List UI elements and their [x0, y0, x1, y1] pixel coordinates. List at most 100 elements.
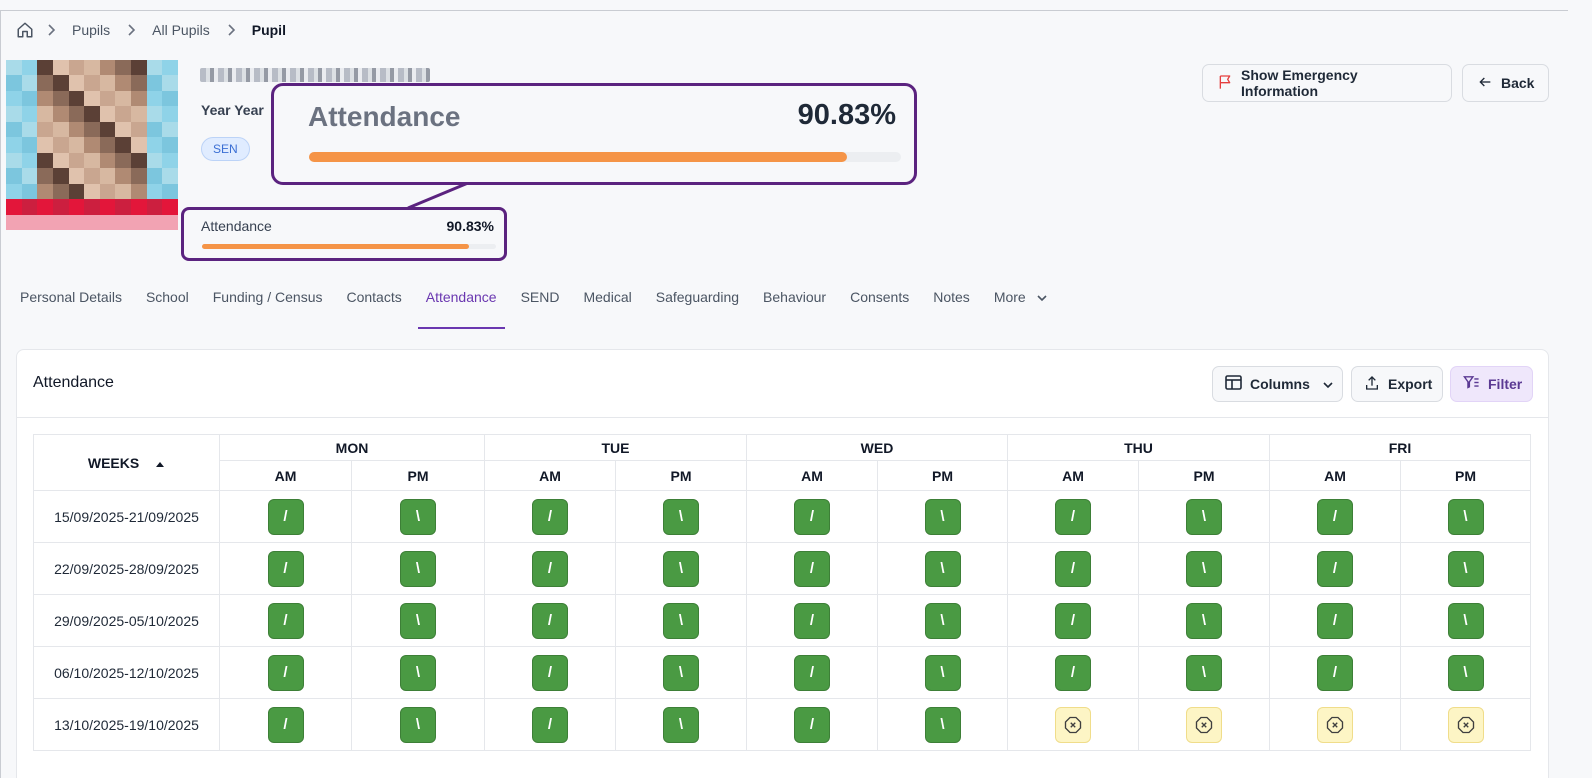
week-range-cell: 22/09/2025-28/09/2025 — [33, 542, 220, 595]
tab-more-label: More — [993, 289, 1026, 305]
session-cell: \ — [615, 490, 747, 543]
present-mark[interactable]: / — [532, 498, 568, 535]
present-mark[interactable]: \ — [400, 602, 436, 639]
present-mark[interactable]: \ — [1447, 498, 1484, 535]
week-range-cell: 13/10/2025-19/10/2025 — [33, 698, 220, 751]
filter-button[interactable]: Filter — [1450, 366, 1533, 402]
present-mark[interactable]: \ — [924, 654, 961, 691]
present-mark[interactable]: \ — [1186, 498, 1222, 535]
present-mark[interactable]: \ — [663, 654, 699, 691]
present-mark[interactable]: / — [532, 706, 568, 743]
present-mark[interactable]: \ — [1186, 602, 1222, 639]
present-mark[interactable]: \ — [663, 602, 699, 639]
session-cell: \ — [351, 490, 485, 543]
session-header-pm: PM — [1400, 460, 1531, 491]
present-mark[interactable]: \ — [924, 498, 961, 535]
tab-safeguarding[interactable]: Safeguarding — [655, 289, 740, 305]
present-mark[interactable]: \ — [1186, 654, 1222, 691]
present-mark[interactable]: \ — [924, 706, 961, 743]
present-mark[interactable]: \ — [400, 706, 436, 743]
present-mark[interactable]: / — [267, 706, 304, 743]
attendance-value: 90.83% — [446, 218, 494, 234]
back-button[interactable]: Back — [1462, 64, 1549, 102]
present-mark[interactable]: / — [1055, 550, 1091, 587]
present-mark[interactable]: / — [1055, 602, 1091, 639]
sort-ascending-icon[interactable] — [155, 461, 165, 467]
session-cell — [1269, 698, 1401, 751]
tab-contacts[interactable]: Contacts — [346, 289, 402, 305]
pupil-tabs: Personal Details School Funding / Census… — [0, 284, 1060, 329]
tab-personal-details[interactable]: Personal Details — [20, 289, 122, 305]
session-cell: / — [1007, 490, 1139, 543]
export-label: Export — [1388, 376, 1433, 392]
present-mark[interactable]: / — [532, 550, 568, 587]
present-mark[interactable]: / — [1317, 654, 1353, 691]
breadcrumb-pupils[interactable]: Pupils — [72, 22, 111, 38]
present-mark[interactable]: / — [1055, 654, 1091, 691]
present-mark[interactable]: / — [794, 550, 830, 587]
home-icon[interactable] — [16, 21, 34, 39]
weeks-header-label: WEEKS — [87, 454, 140, 471]
tab-medical[interactable]: Medical — [583, 289, 632, 305]
present-mark[interactable]: / — [532, 654, 568, 691]
tab-consents[interactable]: Consents — [850, 289, 910, 305]
session-cell: / — [1007, 542, 1139, 595]
session-cell: \ — [351, 594, 485, 647]
present-mark[interactable]: \ — [1447, 602, 1484, 639]
present-mark[interactable]: / — [267, 550, 304, 587]
session-cell: / — [1269, 490, 1401, 543]
session-header-am: AM — [484, 460, 616, 491]
present-mark[interactable]: / — [794, 654, 830, 691]
present-mark[interactable]: \ — [663, 498, 699, 535]
present-mark[interactable]: / — [1317, 550, 1353, 587]
present-mark[interactable]: \ — [1186, 550, 1222, 587]
present-mark[interactable]: \ — [400, 498, 436, 535]
tab-funding-census[interactable]: Funding / Census — [212, 289, 323, 305]
present-mark[interactable]: \ — [663, 550, 699, 587]
attendance-callout-value: 90.83% — [797, 99, 896, 131]
table-row: 15/09/2025-21/09/2025 / \ / \ / \ / \ / \ — [33, 490, 1531, 543]
tab-more[interactable]: More — [982, 284, 1060, 329]
tab-school[interactable]: School — [145, 289, 189, 305]
attendance-callout-fill — [309, 152, 847, 162]
session-cell: \ — [877, 698, 1008, 751]
session-cell: / — [746, 698, 878, 751]
tab-notes[interactable]: Notes — [933, 289, 970, 305]
attendance-summary: Attendance 90.83% — [181, 207, 507, 261]
present-mark[interactable]: \ — [924, 602, 961, 639]
tab-behaviour[interactable]: Behaviour — [763, 289, 827, 305]
session-cell: / — [746, 594, 878, 647]
tab-send[interactable]: SEND — [520, 289, 560, 305]
columns-button[interactable]: Columns — [1212, 366, 1343, 402]
present-mark[interactable]: / — [1317, 602, 1353, 639]
absence-mark-icon[interactable] — [1055, 706, 1091, 743]
absence-mark-icon[interactable] — [1186, 706, 1222, 743]
show-emergency-information-button[interactable]: Show Emergency Information — [1202, 64, 1452, 102]
present-mark[interactable]: \ — [400, 550, 436, 587]
chevron-down-icon — [1036, 294, 1048, 302]
tab-attendance[interactable]: Attendance — [414, 284, 509, 329]
breadcrumb-all-pupils[interactable]: All Pupils — [152, 22, 210, 38]
export-button[interactable]: Export — [1351, 366, 1443, 402]
present-mark[interactable]: / — [794, 498, 830, 535]
present-mark[interactable]: \ — [400, 654, 436, 691]
present-mark[interactable]: / — [794, 602, 830, 639]
present-mark[interactable]: \ — [663, 706, 699, 743]
absence-mark-icon[interactable] — [1447, 706, 1484, 743]
present-mark[interactable]: / — [267, 602, 304, 639]
present-mark[interactable]: / — [267, 498, 304, 535]
present-mark[interactable]: / — [532, 602, 568, 639]
session-cell: \ — [351, 698, 485, 751]
absence-mark-icon[interactable] — [1317, 706, 1353, 743]
session-cell: / — [219, 646, 352, 699]
card-title: Attendance — [33, 374, 114, 391]
present-mark[interactable]: \ — [924, 550, 961, 587]
present-mark[interactable]: / — [794, 706, 830, 743]
present-mark[interactable]: / — [1055, 498, 1091, 535]
present-mark[interactable]: / — [1317, 498, 1353, 535]
weeks-column-header[interactable]: WEEKS — [33, 434, 220, 491]
present-mark[interactable]: / — [267, 654, 304, 691]
present-mark[interactable]: \ — [1447, 654, 1484, 691]
present-mark[interactable]: \ — [1447, 550, 1484, 587]
day-header-fri: FRI — [1269, 434, 1531, 461]
